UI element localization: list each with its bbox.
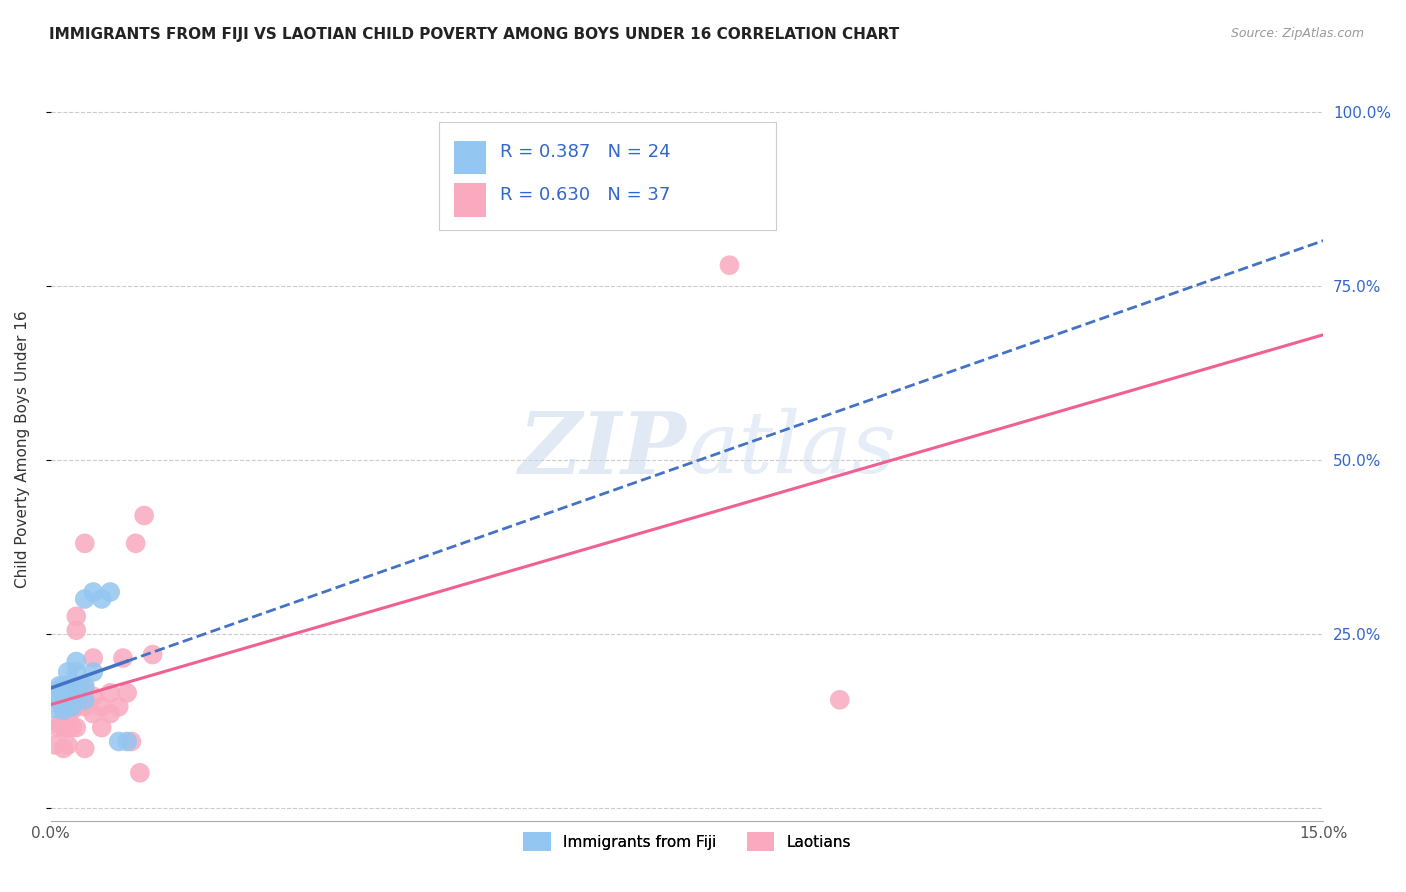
Point [56, 738, 79, 752]
Point [82, 585, 104, 599]
Point [65, 609, 87, 624]
Point [73, 679, 96, 693]
Point [73, 741, 96, 756]
Point [46, 721, 69, 735]
FancyBboxPatch shape [454, 141, 486, 174]
Point [52, 679, 75, 693]
Point [44, 738, 66, 752]
Point [52, 741, 75, 756]
Point [111, 651, 134, 665]
Point [48, 717, 70, 731]
Point [52, 721, 75, 735]
Legend: Immigrants from Fiji, Laotians: Immigrants from Fiji, Laotians [516, 824, 859, 858]
Point [73, 699, 96, 714]
Point [828, 692, 851, 706]
Point [52, 703, 75, 717]
Point [718, 258, 741, 272]
Point [142, 648, 165, 662]
Point [52, 703, 75, 717]
Point [60, 682, 83, 697]
Point [90, 721, 112, 735]
Point [107, 699, 129, 714]
Point [60, 721, 83, 735]
Point [52, 686, 75, 700]
Point [73, 591, 96, 606]
Point [134, 508, 156, 523]
Point [82, 651, 104, 665]
Point [60, 699, 83, 714]
Point [120, 734, 142, 748]
Point [129, 765, 152, 780]
Point [56, 665, 79, 679]
Point [115, 686, 138, 700]
Point [48, 692, 70, 706]
Point [65, 699, 87, 714]
Point [124, 536, 146, 550]
Point [60, 703, 83, 717]
Text: R = 0.630   N = 37: R = 0.630 N = 37 [501, 186, 671, 204]
Point [73, 692, 96, 706]
Point [82, 690, 104, 704]
Text: R = 0.387   N = 24: R = 0.387 N = 24 [501, 143, 671, 161]
Text: atlas: atlas [688, 409, 896, 491]
Point [90, 699, 112, 714]
Point [65, 686, 87, 700]
Point [107, 734, 129, 748]
Point [98, 706, 121, 721]
Point [73, 682, 96, 697]
Point [56, 679, 79, 693]
Point [65, 655, 87, 669]
Point [56, 706, 79, 721]
Point [82, 706, 104, 721]
FancyBboxPatch shape [439, 122, 776, 230]
Point [48, 679, 70, 693]
Point [115, 734, 138, 748]
Point [82, 665, 104, 679]
Point [56, 692, 79, 706]
Text: IMMIGRANTS FROM FIJI VS LAOTIAN CHILD POVERTY AMONG BOYS UNDER 16 CORRELATION CH: IMMIGRANTS FROM FIJI VS LAOTIAN CHILD PO… [49, 27, 900, 42]
FancyBboxPatch shape [454, 183, 486, 217]
Point [90, 591, 112, 606]
Point [65, 690, 87, 704]
Point [56, 721, 79, 735]
Point [44, 692, 66, 706]
Point [65, 665, 87, 679]
Point [98, 585, 121, 599]
Point [65, 721, 87, 735]
Point [69, 679, 91, 693]
Point [98, 686, 121, 700]
Point [65, 624, 87, 638]
Text: Source: ZipAtlas.com: Source: ZipAtlas.com [1230, 27, 1364, 40]
Point [73, 536, 96, 550]
Text: ZIP: ZIP [519, 408, 688, 491]
Y-axis label: Child Poverty Among Boys Under 16: Child Poverty Among Boys Under 16 [15, 310, 30, 588]
